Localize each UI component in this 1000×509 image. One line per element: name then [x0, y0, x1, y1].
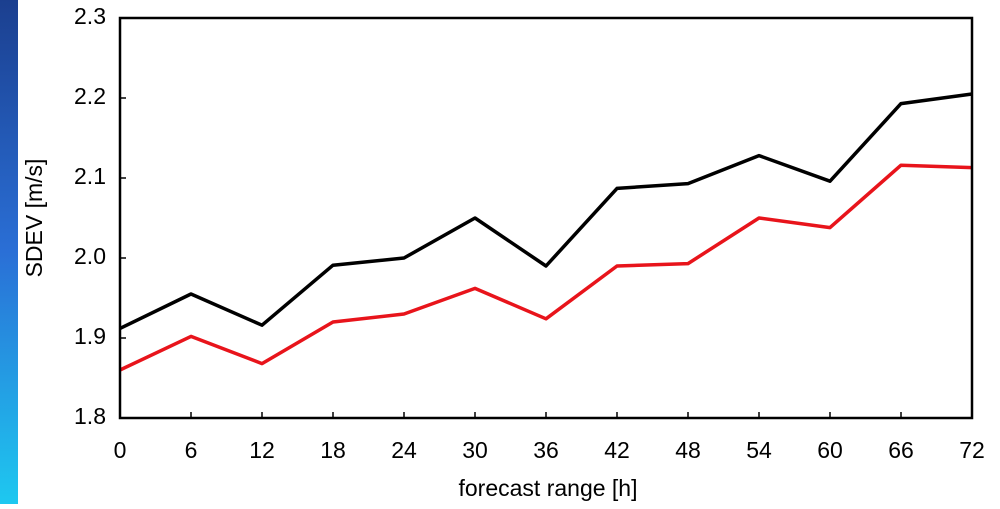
- y-axis-label: SDEV [m/s]: [21, 159, 47, 278]
- data-line: [120, 94, 972, 328]
- x-tick-label: 66: [888, 437, 914, 463]
- x-axis-label: forecast range [h]: [459, 475, 638, 501]
- y-tick-label: 2.2: [74, 83, 106, 109]
- x-tick-label: 36: [533, 437, 559, 463]
- x-tick-label: 30: [462, 437, 488, 463]
- x-tick-label: 42: [604, 437, 630, 463]
- x-tick-label: 24: [391, 437, 417, 463]
- y-tick-label: 1.8: [74, 403, 106, 429]
- x-tick-label: 48: [675, 437, 701, 463]
- x-tick-label: 54: [746, 437, 772, 463]
- x-tick-label: 60: [817, 437, 843, 463]
- page: {"chart_data": {"type": "line", "x_label…: [0, 0, 1000, 504]
- x-tick-label: 18: [320, 437, 346, 463]
- y-tick-label: 2.1: [74, 163, 106, 189]
- x-tick-label: 72: [959, 437, 985, 463]
- slide-background-strip: [0, 0, 18, 504]
- y-tick-label: 2.3: [74, 3, 106, 29]
- y-tick-label: 1.9: [74, 323, 106, 349]
- chart: SDEV [m/s] forecast range [h] 1.8 1.9 2.0 2…: [0, 0, 1000, 504]
- x-tick-label: 12: [249, 437, 275, 463]
- x-tick-label: 6: [185, 437, 198, 463]
- y-tick-label: 2.0: [74, 243, 106, 269]
- x-tick-label: 0: [114, 437, 127, 463]
